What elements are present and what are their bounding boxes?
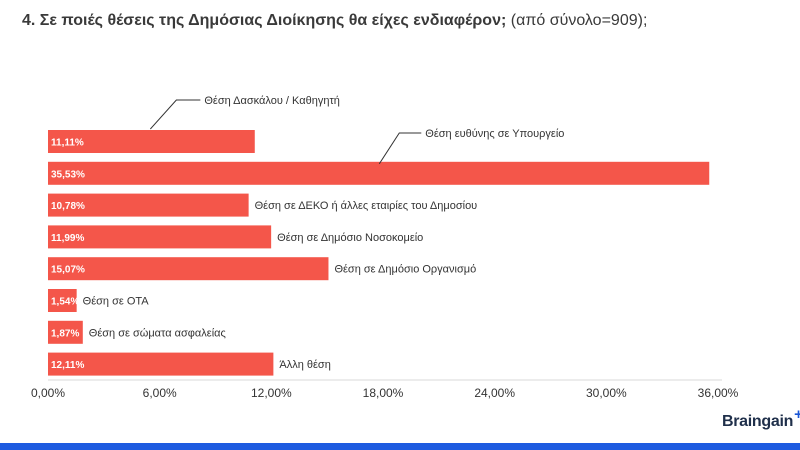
brand-name: Braingain bbox=[722, 413, 794, 430]
category-label: Θέση σε Δημόσιο Νοσοκομείο bbox=[277, 232, 423, 244]
brand-logo: Braingain+ bbox=[722, 406, 800, 431]
footer-bar bbox=[0, 443, 800, 450]
x-tick-label: 30,00% bbox=[586, 386, 627, 400]
bar bbox=[48, 320, 83, 344]
x-tick-label: 12,00% bbox=[251, 386, 292, 400]
category-label: Θέση σε ΟΤΑ bbox=[83, 296, 150, 308]
bar bbox=[48, 289, 77, 312]
bar-value-label: 1,54% bbox=[51, 297, 79, 308]
bar-value-label: 35,53% bbox=[51, 169, 85, 180]
x-tick-label: 0,00% bbox=[31, 386, 65, 400]
chart-title: 4. Σε ποιές θέσεις της Δημόσιας Διοίκηση… bbox=[22, 10, 782, 32]
bar-value-label: 11,99% bbox=[51, 233, 84, 244]
category-label: Θέση σε ΔΕΚΟ ή άλλες εταιρίες του Δημοσί… bbox=[255, 200, 478, 212]
bar-value-label: 12,11% bbox=[51, 360, 84, 371]
category-label: Θέση σε Δημόσιο Οργανισμό bbox=[334, 264, 476, 276]
bar-value-label: 1,87% bbox=[51, 328, 79, 339]
bar bbox=[48, 130, 255, 153]
bar-value-label: 10,78% bbox=[51, 201, 85, 212]
bar bbox=[48, 225, 272, 249]
category-label: Θέση σε σώματα ασφαλείας bbox=[89, 327, 226, 339]
category-label: Θέση Δασκάλου / Καθηγητή bbox=[204, 95, 340, 107]
bar bbox=[48, 161, 710, 185]
x-tick-label: 36,00% bbox=[698, 386, 739, 400]
x-tick-label: 24,00% bbox=[474, 386, 515, 400]
callout-line bbox=[149, 99, 201, 130]
bar bbox=[48, 193, 249, 217]
bar bbox=[48, 257, 329, 281]
x-tick-label: 6,00% bbox=[143, 386, 177, 400]
callout-line bbox=[378, 132, 422, 165]
x-tick-label: 18,00% bbox=[363, 386, 404, 400]
chart-title-sample: (από σύνολο=909); bbox=[506, 12, 648, 29]
bar-value-label: 11,11% bbox=[51, 138, 84, 149]
brand-plus: + bbox=[794, 406, 800, 423]
category-label: Άλλη θέση bbox=[279, 359, 330, 371]
category-label: Θέση ευθύνης σε Υπουργείο bbox=[425, 128, 564, 140]
chart-title-main: 4. Σε ποιές θέσεις της Δημόσιας Διοίκηση… bbox=[22, 12, 507, 29]
bar-value-label: 15,07% bbox=[51, 265, 85, 276]
bar bbox=[48, 352, 274, 376]
